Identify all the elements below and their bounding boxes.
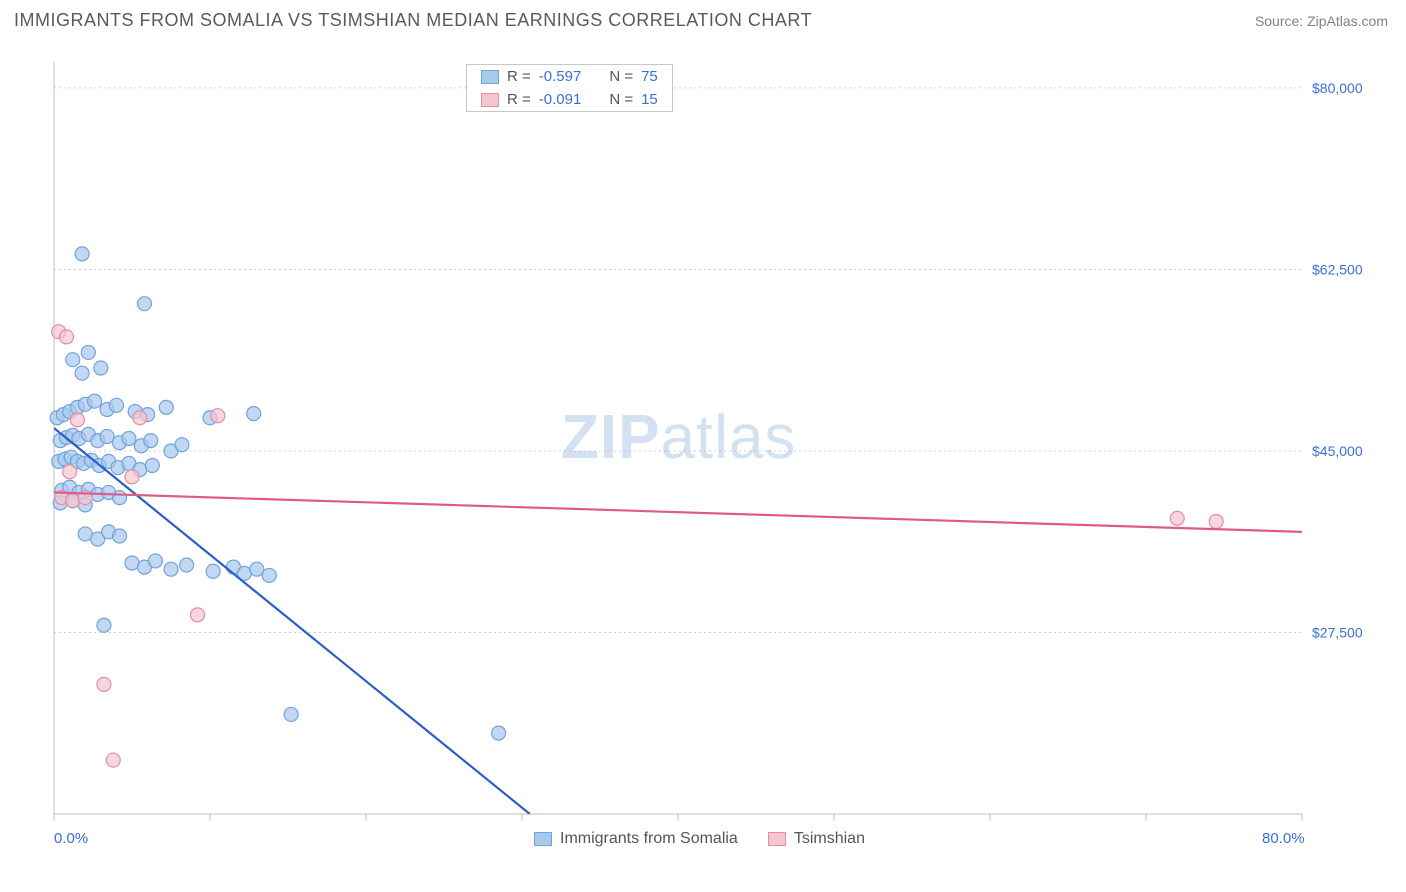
chart-title: IMMIGRANTS FROM SOMALIA VS TSIMSHIAN MED… (14, 10, 812, 31)
legend-n-label: N = (609, 91, 633, 108)
legend-item-series-1: Tsimshian (768, 830, 865, 848)
legend-item-series-0: Immigrants from Somalia (534, 830, 738, 848)
legend-r-label: R = (507, 91, 531, 108)
svg-text:$27,500: $27,500 (1312, 624, 1363, 640)
x-tick-label: 80.0% (1262, 830, 1305, 847)
legend-label-0: Immigrants from Somalia (560, 830, 738, 848)
scatter-chart: $27,500 $45,000 $62,500 $80,000 (14, 52, 1392, 824)
legend-n-value-0: 75 (641, 68, 658, 85)
swatch-series-1-b (768, 832, 786, 846)
chart-container: Median Earnings ZIPatlas $27,500$45,000$… (14, 52, 1392, 824)
legend-r-value-0: -0.597 (539, 68, 582, 85)
legend-n-label: N = (609, 68, 633, 85)
legend-r-label: R = (507, 68, 531, 85)
swatch-series-0 (481, 70, 499, 84)
svg-text:$45,000: $45,000 (1312, 443, 1363, 459)
svg-text:$62,500: $62,500 (1312, 261, 1363, 277)
legend-row-series-0: R = -0.597 N = 75 (467, 65, 672, 88)
legend-row-series-1: R = -0.091 N = 15 (467, 88, 672, 111)
series-legend: Immigrants from Somalia Tsimshian (534, 830, 865, 848)
legend-label-1: Tsimshian (794, 830, 865, 848)
swatch-series-1 (481, 93, 499, 107)
x-tick-label: 0.0% (54, 830, 88, 847)
correlation-legend: R = -0.597 N = 75 R = -0.091 N = 15 (466, 64, 673, 112)
legend-n-value-1: 15 (641, 91, 658, 108)
legend-r-value-1: -0.091 (539, 91, 582, 108)
swatch-series-0-b (534, 832, 552, 846)
svg-text:$80,000: $80,000 (1312, 80, 1363, 96)
source-label: Source: ZipAtlas.com (1255, 13, 1388, 29)
